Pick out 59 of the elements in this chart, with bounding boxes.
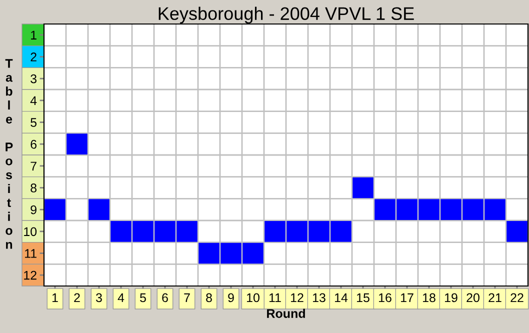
point: [66, 134, 88, 154]
y-tick-label: 5: [30, 118, 37, 127]
point: [330, 221, 352, 242]
x-tick-label: 11: [269, 293, 281, 302]
y-tick-label: 1: [31, 30, 36, 40]
x-tick-label: 9: [228, 293, 234, 302]
point: [286, 221, 308, 242]
point: [506, 221, 528, 242]
x-tick-label: 2: [74, 293, 80, 302]
point: [308, 221, 330, 242]
x-axis-title: Round: [267, 308, 305, 318]
point: [484, 199, 506, 220]
y-tick-label: 10: [24, 227, 37, 236]
point: [198, 242, 220, 264]
point: [44, 199, 66, 220]
x-tick-label: 16: [379, 293, 392, 302]
x-tick-label: 3: [96, 293, 102, 302]
x-tick-label: 22: [510, 293, 524, 302]
y-tick-label: 2: [30, 52, 36, 62]
x-tick-label: 18: [423, 293, 436, 302]
point: [396, 199, 418, 220]
x-tick-label: 8: [206, 293, 212, 302]
x-tick-label: 7: [184, 293, 190, 302]
x-tick-label: 14: [335, 293, 348, 302]
y-tick-label: 8: [30, 184, 37, 192]
y-tick-label: 6: [30, 140, 37, 149]
point: [264, 221, 286, 242]
x-tick-label: 5: [140, 293, 146, 302]
y-tick-label: 12: [24, 270, 36, 280]
x-tick-label: 15: [357, 293, 370, 302]
x-tick-label: 6: [162, 293, 168, 302]
point: [440, 199, 462, 220]
point: [154, 221, 176, 242]
x-tick-label: 1: [52, 293, 58, 302]
chart-title: Keysborough - 2004 VPVL 1 SE: [158, 6, 414, 24]
x-tick-label: 19: [445, 293, 458, 302]
point: [220, 242, 242, 264]
x-tick-label: 21: [488, 293, 502, 302]
point: [110, 221, 132, 242]
x-tick-label: 17: [401, 293, 414, 302]
x-tick-label: 13: [313, 293, 326, 302]
point: [462, 199, 484, 220]
y-tick-label: 7: [30, 162, 36, 170]
point: [418, 199, 440, 220]
y-tick-label: 9: [30, 205, 36, 214]
point: [88, 199, 110, 220]
x-tick-label: 20: [466, 293, 480, 302]
x-tick-label: 10: [247, 293, 260, 302]
y-tick-label: 3: [30, 74, 37, 84]
x-tick-label: 12: [291, 293, 304, 302]
point: [352, 177, 374, 198]
y-tick-label: 4: [30, 96, 37, 105]
point: [132, 221, 154, 242]
point: [242, 242, 264, 264]
text: Table Position: [5, 59, 13, 249]
x-tick-label: 4: [118, 293, 124, 302]
y-tick-label: 11: [25, 249, 36, 258]
point: [176, 221, 198, 242]
point: [374, 199, 396, 220]
